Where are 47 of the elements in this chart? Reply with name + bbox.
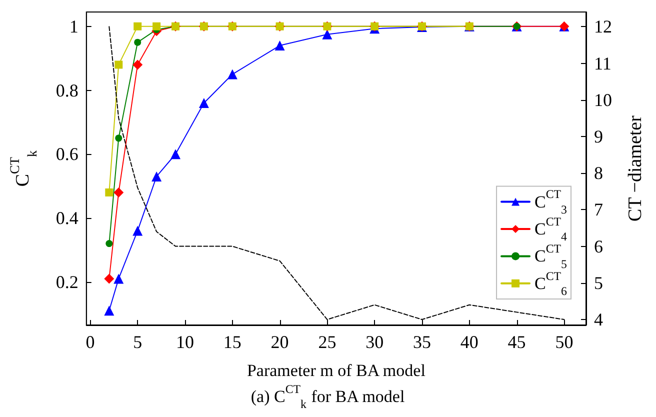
point — [274, 40, 285, 51]
point — [322, 29, 332, 40]
y2-axis-title: CT −diameter — [625, 114, 646, 222]
point — [132, 226, 143, 236]
y2-tick-label: 6 — [594, 236, 603, 256]
y2-tick-label: 7 — [594, 200, 603, 220]
point — [198, 98, 209, 108]
y2-tick-label: 10 — [594, 90, 612, 110]
y-tick-label: 0.4 — [56, 208, 78, 228]
point — [134, 22, 142, 30]
y-tick-label: 0.2 — [56, 272, 78, 292]
point — [105, 188, 114, 196]
point — [115, 134, 122, 142]
x-tick-label: 45 — [508, 332, 526, 352]
x-tick-label: 35 — [412, 332, 431, 352]
point — [106, 240, 113, 248]
point — [134, 38, 142, 46]
point — [132, 60, 143, 70]
x-tick-label: 25 — [318, 332, 336, 352]
point — [152, 171, 162, 182]
y2-tick-label: 11 — [594, 53, 612, 74]
y-tick-label: 0.8 — [56, 80, 78, 100]
y2-tick-label: 12 — [594, 16, 612, 37]
point — [114, 187, 124, 198]
x-tick-label: 20 — [270, 332, 289, 352]
point — [114, 274, 124, 284]
y-axis-title: CCTk — [7, 150, 40, 187]
point — [227, 69, 238, 80]
x-tick-label: 50 — [555, 332, 574, 352]
point — [104, 274, 114, 284]
y-tick-label: 0.6 — [56, 144, 78, 164]
point — [152, 22, 161, 30]
x-tick-label: 15 — [223, 332, 242, 352]
x-axis-title: Parameter m of BA model — [246, 361, 426, 380]
y2-tick-label: 9 — [594, 126, 603, 146]
point — [114, 60, 123, 69]
y2-tick-label: 8 — [594, 163, 603, 184]
x-tick-label: 40 — [460, 332, 478, 352]
x-tick-label: 5 — [133, 332, 142, 352]
x-tick-label: 30 — [366, 332, 384, 352]
point — [104, 306, 114, 316]
y2-tick-label: 4 — [594, 310, 603, 330]
x-tick-label: 0 — [86, 332, 95, 352]
point — [170, 149, 181, 160]
x-tick-label: 10 — [176, 332, 194, 352]
y2-tick-label: 5 — [594, 272, 603, 293]
y-tick-label: 1 — [69, 16, 78, 36]
